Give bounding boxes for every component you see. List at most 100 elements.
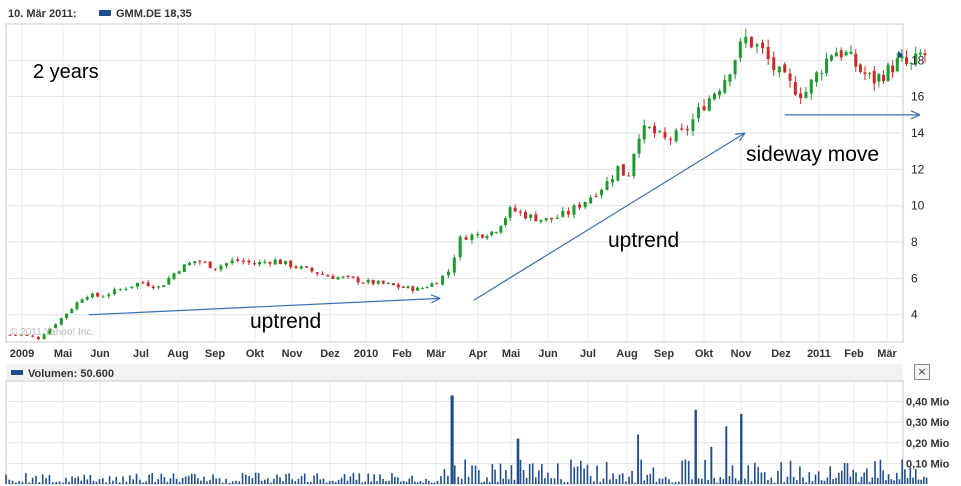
volume-bar (18, 481, 20, 484)
volume-bar (890, 479, 893, 484)
price-x-tick: Sep (205, 348, 225, 360)
candle-body (187, 262, 191, 266)
volume-bar (187, 475, 190, 484)
price-x-tick: Feb (392, 348, 412, 360)
candle-body (844, 51, 848, 56)
volume-bar (270, 482, 272, 484)
candle-body (508, 207, 512, 218)
volume-header-bar (6, 364, 903, 381)
volume-bar (178, 482, 181, 484)
candle-body (544, 218, 548, 221)
volume-bar (914, 469, 917, 484)
price-y-tick: 4 (911, 308, 918, 322)
candle-body (653, 125, 657, 134)
volume-bar (687, 461, 690, 484)
candle-body (241, 260, 245, 262)
price-x-ticks: 2009 Mai Jun Jul Aug Sep Okt Nov Dez 2010 Feb Mär Ap… (10, 348, 898, 360)
candle-body (868, 72, 872, 74)
candle-body (315, 272, 319, 274)
close-icon[interactable]: × (914, 364, 930, 380)
volume-bar (701, 478, 703, 484)
volume-spike-bar (637, 434, 639, 484)
volume-bar (678, 481, 680, 484)
volume-bar (471, 465, 473, 484)
volume-bar (467, 476, 470, 484)
volume-bar (260, 480, 263, 484)
candle-body (299, 266, 303, 269)
candle-body (263, 261, 267, 263)
volume-bar (513, 479, 516, 484)
volume-bar (744, 478, 746, 484)
volume-bar (823, 480, 826, 484)
volume-bar (343, 474, 346, 484)
candle-body (386, 283, 390, 285)
candle-body (610, 179, 614, 183)
volume-spike-bar (451, 395, 454, 484)
candle-body (632, 153, 636, 176)
volume-bar (422, 482, 425, 484)
volume-bar (203, 476, 205, 484)
volume-bar (488, 482, 491, 484)
trend-line (473, 132, 746, 301)
candle-body (616, 165, 620, 181)
price-gridlines (6, 24, 903, 342)
volume-bar (550, 478, 553, 484)
candle-body (783, 64, 787, 73)
volume-bar (544, 478, 546, 484)
volume-bar (491, 464, 494, 484)
volume-bar (52, 482, 54, 484)
volume-bar (895, 472, 898, 484)
price-x-tick: Jul (580, 348, 596, 360)
candle-body (321, 273, 325, 275)
volume-bar (855, 472, 857, 484)
candle-body (815, 72, 819, 83)
volume-bar (866, 468, 868, 484)
volume-bar (474, 465, 477, 484)
candle-body (923, 53, 927, 56)
volume-bar (212, 474, 214, 484)
annotation-period: 2 years (33, 61, 99, 83)
volume-bar (175, 478, 178, 484)
volume-bar (74, 477, 76, 484)
volume-chart: Volumen: 50.600 0,10 Mio 0,20 Mio 0,30 Mio… (5, 364, 950, 485)
volume-bar (184, 476, 187, 484)
volume-bar (737, 480, 740, 484)
volume-bar (609, 479, 611, 484)
volume-gridlines (6, 381, 903, 484)
volume-y-ticks: 0,10 Mio 0,20 Mio 0,30 Mio 0,40 Mio (906, 397, 950, 471)
candle-body (872, 70, 876, 84)
volume-bar (112, 480, 114, 484)
price-x-tick: Mär (426, 348, 446, 360)
volume-spike-bar (725, 426, 728, 484)
volume-bar (885, 480, 887, 484)
volume-bar (221, 482, 224, 484)
volume-bar (428, 480, 430, 484)
volume-bar (713, 477, 716, 484)
volume-bar (288, 473, 290, 484)
volume-bar (115, 476, 118, 484)
candle-body (755, 44, 759, 47)
candle-body (600, 189, 604, 196)
volume-bar (181, 478, 184, 484)
candle-body (331, 276, 335, 279)
volume-bar (820, 480, 823, 484)
trend-arrowhead (735, 132, 746, 142)
volume-bar (45, 478, 47, 484)
volume-bar (593, 481, 595, 484)
volume-bar (846, 463, 849, 484)
volume-bar (909, 467, 912, 484)
volume-bar (197, 478, 199, 484)
candle-body (561, 210, 565, 217)
volume-bar (893, 480, 895, 484)
candle-body (728, 74, 732, 82)
price-chart: 4 6 8 10 12 14 16 18 2009 Mai Jun Jul Aug Sep Okt Nov D… (5, 8, 927, 360)
trend-lines (88, 110, 921, 316)
candle-body (268, 262, 272, 264)
volume-bar (228, 482, 231, 484)
volume-spike-bar (695, 409, 697, 484)
volume-bar (154, 481, 157, 484)
candle-body (31, 335, 35, 337)
candle-body (642, 125, 646, 140)
annotation-uptrend-2: uptrend (608, 229, 679, 252)
candle-body (141, 282, 145, 284)
